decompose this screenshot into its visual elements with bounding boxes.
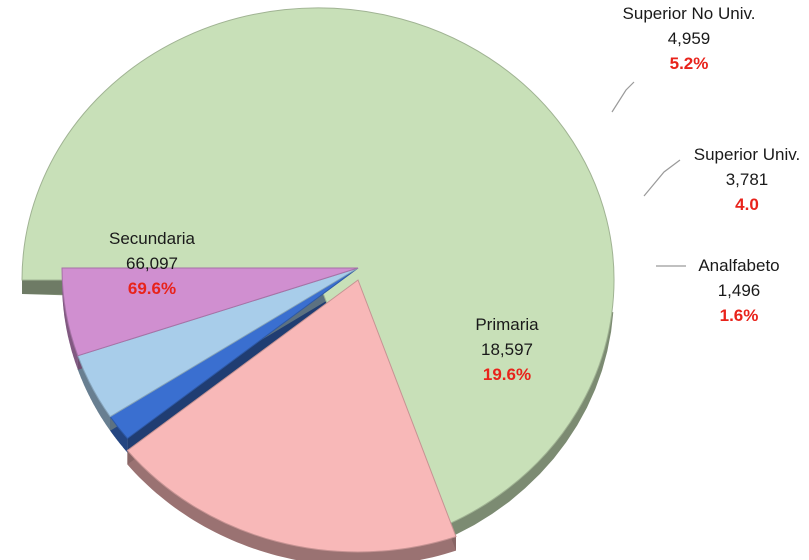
label-superior-no-univ-name: Superior No Univ. <box>623 4 756 23</box>
label-primaria-name: Primaria <box>475 315 539 334</box>
label-secundaria-percent: 69.6% <box>128 279 176 298</box>
slice-primaria <box>126 279 457 553</box>
leader-line-superior-univ <box>643 159 681 197</box>
label-primaria-value: 18,597 <box>481 340 533 359</box>
label-superior-no-univ-percent: 5.2% <box>670 54 709 73</box>
label-secundaria-name: Secundaria <box>109 229 196 248</box>
slice-superior-no-univ <box>61 267 359 357</box>
leader-line-superior-no-univ <box>611 81 635 113</box>
label-secundaria-value: 66,097 <box>126 254 178 273</box>
label-superior-univ-percent: 4.0 <box>735 195 759 214</box>
label-analfabeto-value: 1,496 <box>718 281 761 300</box>
pie-top-layer <box>21 7 615 553</box>
slice-labels: Secundaria 66,097 69.6% Primaria 18,597 19.6%… <box>109 4 800 384</box>
label-superior-univ-value: 3,781 <box>726 170 769 189</box>
label-primaria-percent: 19.6% <box>483 365 531 384</box>
leader-lines <box>611 81 686 267</box>
label-analfabeto-percent: 1.6% <box>720 306 759 325</box>
label-superior-no-univ-value: 4,959 <box>668 29 711 48</box>
slice-side-superior-univ <box>77 355 111 431</box>
label-superior-univ-name: Superior Univ. <box>694 145 800 164</box>
slice-side-primaria <box>127 450 456 560</box>
label-analfabeto-name: Analfabeto <box>698 256 779 275</box>
